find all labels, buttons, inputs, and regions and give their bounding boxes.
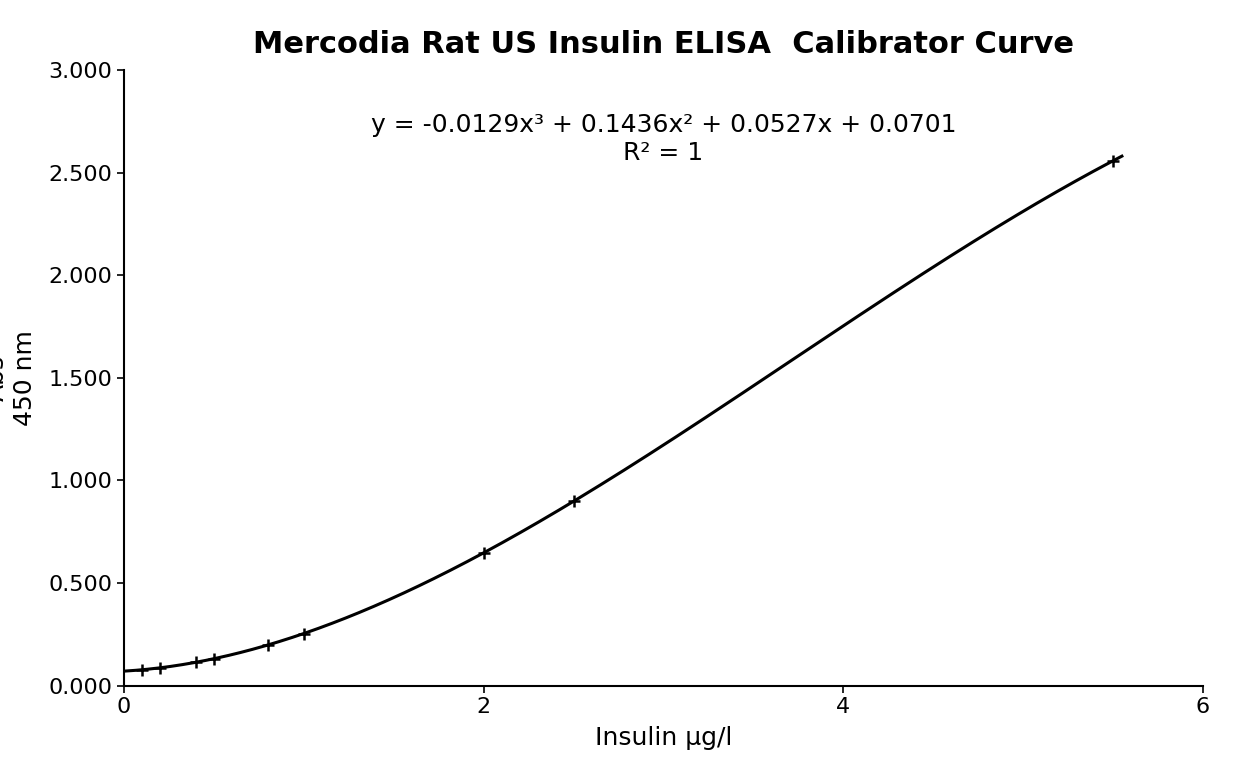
Text: y = -0.0129x³ + 0.1436x² + 0.0527x + 0.0701
R² = 1: y = -0.0129x³ + 0.1436x² + 0.0527x + 0.0…	[371, 113, 956, 165]
X-axis label: Insulin μg/l: Insulin μg/l	[595, 726, 732, 749]
Y-axis label: Abs
450 nm: Abs 450 nm	[0, 330, 37, 426]
Title: Mercodia Rat US Insulin ELISA  Calibrator Curve: Mercodia Rat US Insulin ELISA Calibrator…	[253, 30, 1074, 59]
